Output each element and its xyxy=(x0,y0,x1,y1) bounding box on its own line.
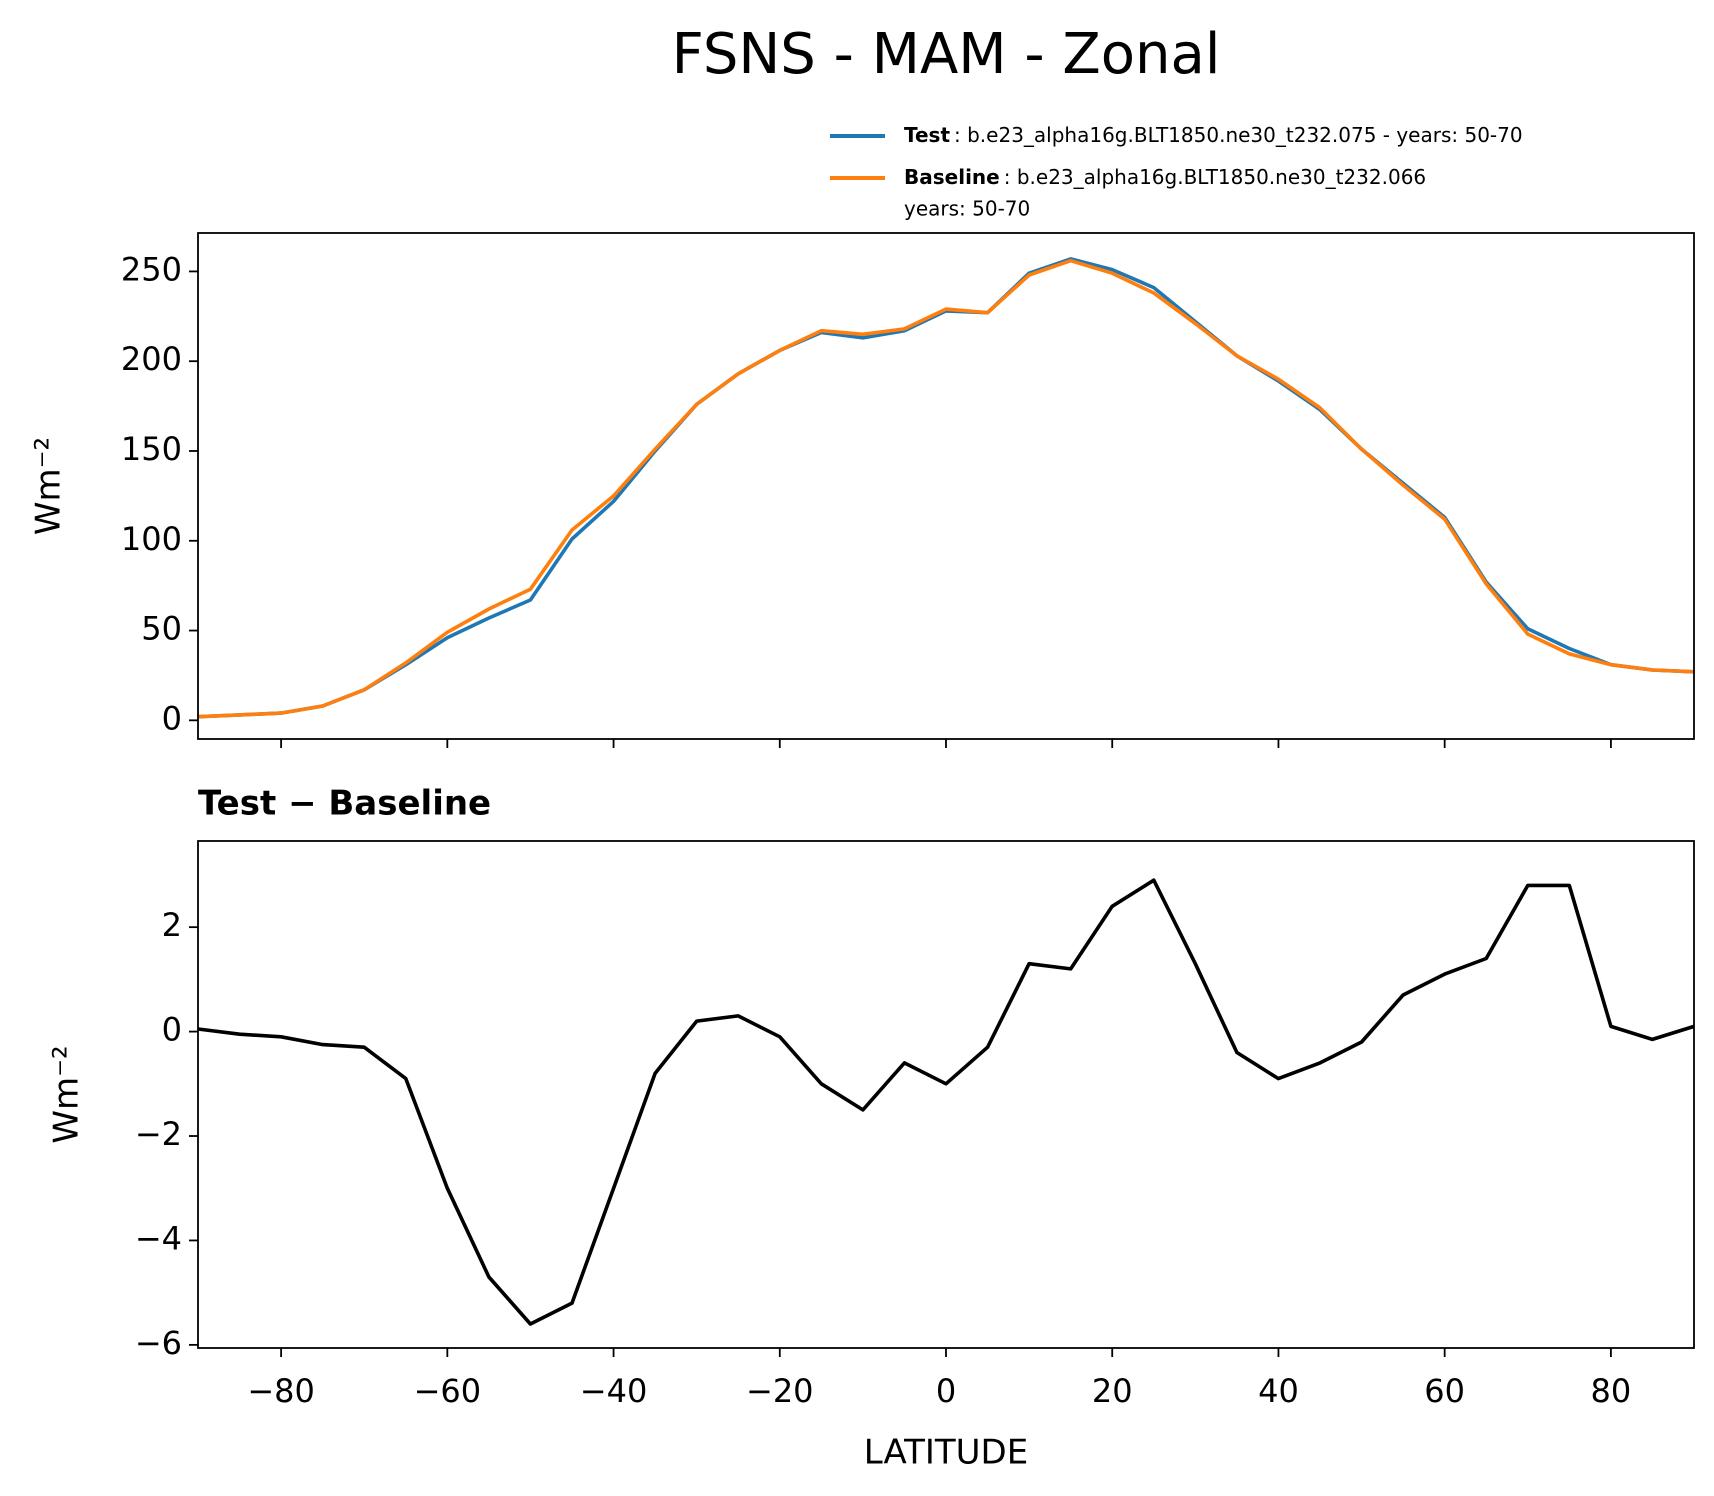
axes-title: Test − Baseline xyxy=(198,784,491,824)
legend-entry: Baseline: b.e23_alpha16g.BLT1850.ne30_t2… xyxy=(904,165,1426,189)
x-tick-label: 80 xyxy=(1591,1372,1632,1410)
y-tick-label: −2 xyxy=(135,1115,182,1153)
axes-frame xyxy=(197,232,1695,740)
legend-label: : b.e23_alpha16g.BLT1850.ne30_t232.066 xyxy=(1004,165,1426,189)
y-tick-label: 0 xyxy=(162,699,182,737)
x-axis-label: LATITUDE xyxy=(864,1433,1028,1473)
y-tick-label: 100 xyxy=(121,520,182,558)
x-tick-label: −40 xyxy=(580,1372,648,1410)
y-axis-label: Wm⁻² xyxy=(29,437,69,535)
x-tick-label: 20 xyxy=(1092,1372,1133,1410)
data-line xyxy=(197,258,1695,719)
data-line xyxy=(197,878,1695,1326)
axes-frame xyxy=(197,840,1695,1349)
axes: −6−4−202−80 −60 −40 −20 0 20 40 60 80Wm⁻²LATITUD… xyxy=(47,784,1695,1473)
legend-name: Baseline xyxy=(904,165,1000,189)
x-tick-label: 0 xyxy=(936,1372,956,1410)
x-tick-label: 60 xyxy=(1424,1372,1465,1410)
x-tick-label: 40 xyxy=(1258,1372,1299,1410)
y-tick-label: 150 xyxy=(121,430,182,468)
legend-label: : b.e23_alpha16g.BLT1850.ne30_t232.075 -… xyxy=(954,123,1523,147)
figure-title: FSNS - MAM - Zonal xyxy=(672,22,1221,87)
y-tick-label: −6 xyxy=(135,1324,182,1362)
y-tick-label: −4 xyxy=(135,1219,182,1257)
y-tick-label: 50 xyxy=(141,610,182,648)
y-axis-label: Wm⁻² xyxy=(47,1045,87,1143)
y-tick-label: 0 xyxy=(162,1011,182,1049)
x-tick-label: −80 xyxy=(247,1372,315,1410)
y-tick-label: 200 xyxy=(121,340,182,378)
x-tick-label: −60 xyxy=(414,1372,482,1410)
legend-name: Test xyxy=(904,123,950,147)
legend-entry: Test: b.e23_alpha16g.BLT1850.ne30_t232.0… xyxy=(904,123,1523,147)
y-tick-label: 2 xyxy=(162,906,182,944)
y-tick-label: 250 xyxy=(121,250,182,288)
legend-label: years: 50-70 xyxy=(904,197,1030,221)
x-tick-label: −20 xyxy=(746,1372,814,1410)
